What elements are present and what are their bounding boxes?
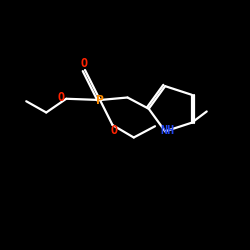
Text: O: O xyxy=(110,124,117,137)
Text: P: P xyxy=(96,94,104,106)
Text: O: O xyxy=(80,57,87,70)
Text: NH: NH xyxy=(160,124,175,136)
Text: O: O xyxy=(58,91,65,104)
